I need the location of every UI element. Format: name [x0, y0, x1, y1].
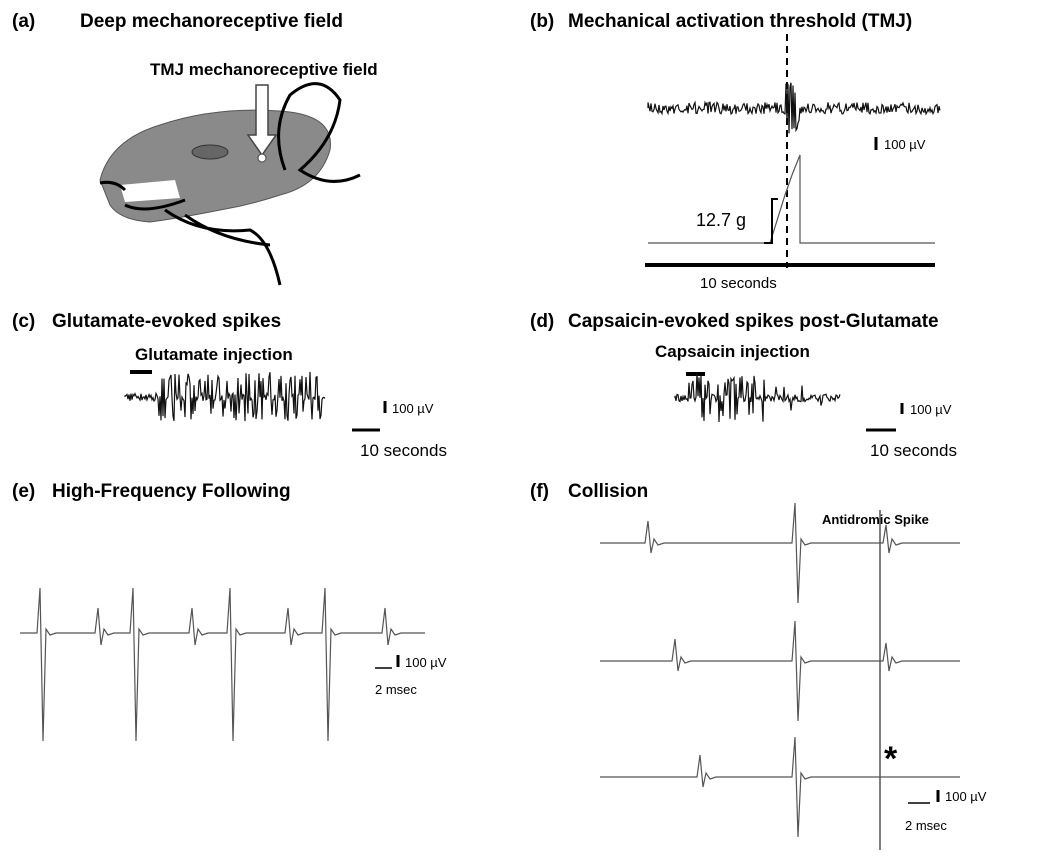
- label: 2 msec: [375, 682, 417, 697]
- panel-title: High-Frequency Following: [52, 481, 291, 502]
- panel-title: Mechanical activation threshold (TMJ): [568, 11, 912, 32]
- panel-letter: (b): [530, 11, 554, 32]
- spike-trace: [124, 371, 326, 422]
- label: 100 µV: [392, 401, 434, 416]
- eye: [191, 144, 229, 160]
- outline: [99, 82, 361, 286]
- spike-trace: [647, 82, 941, 134]
- label: 100 µV: [884, 137, 926, 152]
- label: 2 msec: [905, 818, 947, 833]
- field-dot: [257, 153, 267, 163]
- waveform: [600, 620, 960, 722]
- waveform: [600, 736, 960, 838]
- label: TMJ mechanoreceptive field: [150, 60, 378, 79]
- label: Capsaicin injection: [655, 342, 810, 361]
- arrow: [246, 84, 278, 157]
- waveform: [20, 587, 425, 742]
- panel-title: Deep mechanoreceptive field: [80, 11, 343, 32]
- force-trace: [648, 154, 935, 244]
- bracket: [764, 198, 778, 244]
- label: 10 seconds: [870, 441, 957, 460]
- panel-title: Glutamate-evoked spikes: [52, 311, 281, 332]
- label: 100 µV: [910, 402, 952, 417]
- label: Antidromic Spike: [822, 512, 929, 527]
- panel-letter: (c): [12, 311, 35, 332]
- waveform: [600, 502, 960, 604]
- panel-letter: (f): [530, 481, 549, 502]
- label: 100 µV: [405, 655, 447, 670]
- label: 10 seconds: [360, 441, 447, 460]
- rat-head: [99, 109, 331, 223]
- label: 12.7 g: [696, 210, 746, 230]
- label: Glutamate injection: [135, 345, 293, 364]
- label: 10 seconds: [700, 275, 777, 292]
- spike-trace: [674, 373, 841, 422]
- panel-title: Collision: [568, 481, 648, 502]
- label: 100 µV: [945, 789, 987, 804]
- panel-letter: (a): [12, 11, 35, 32]
- panel-letter: (e): [12, 481, 35, 502]
- label: *: [884, 740, 898, 778]
- panel-letter: (d): [530, 311, 554, 332]
- panel-title: Capsaicin-evoked spikes post-Glutamate: [568, 311, 939, 332]
- mouth: [120, 180, 180, 202]
